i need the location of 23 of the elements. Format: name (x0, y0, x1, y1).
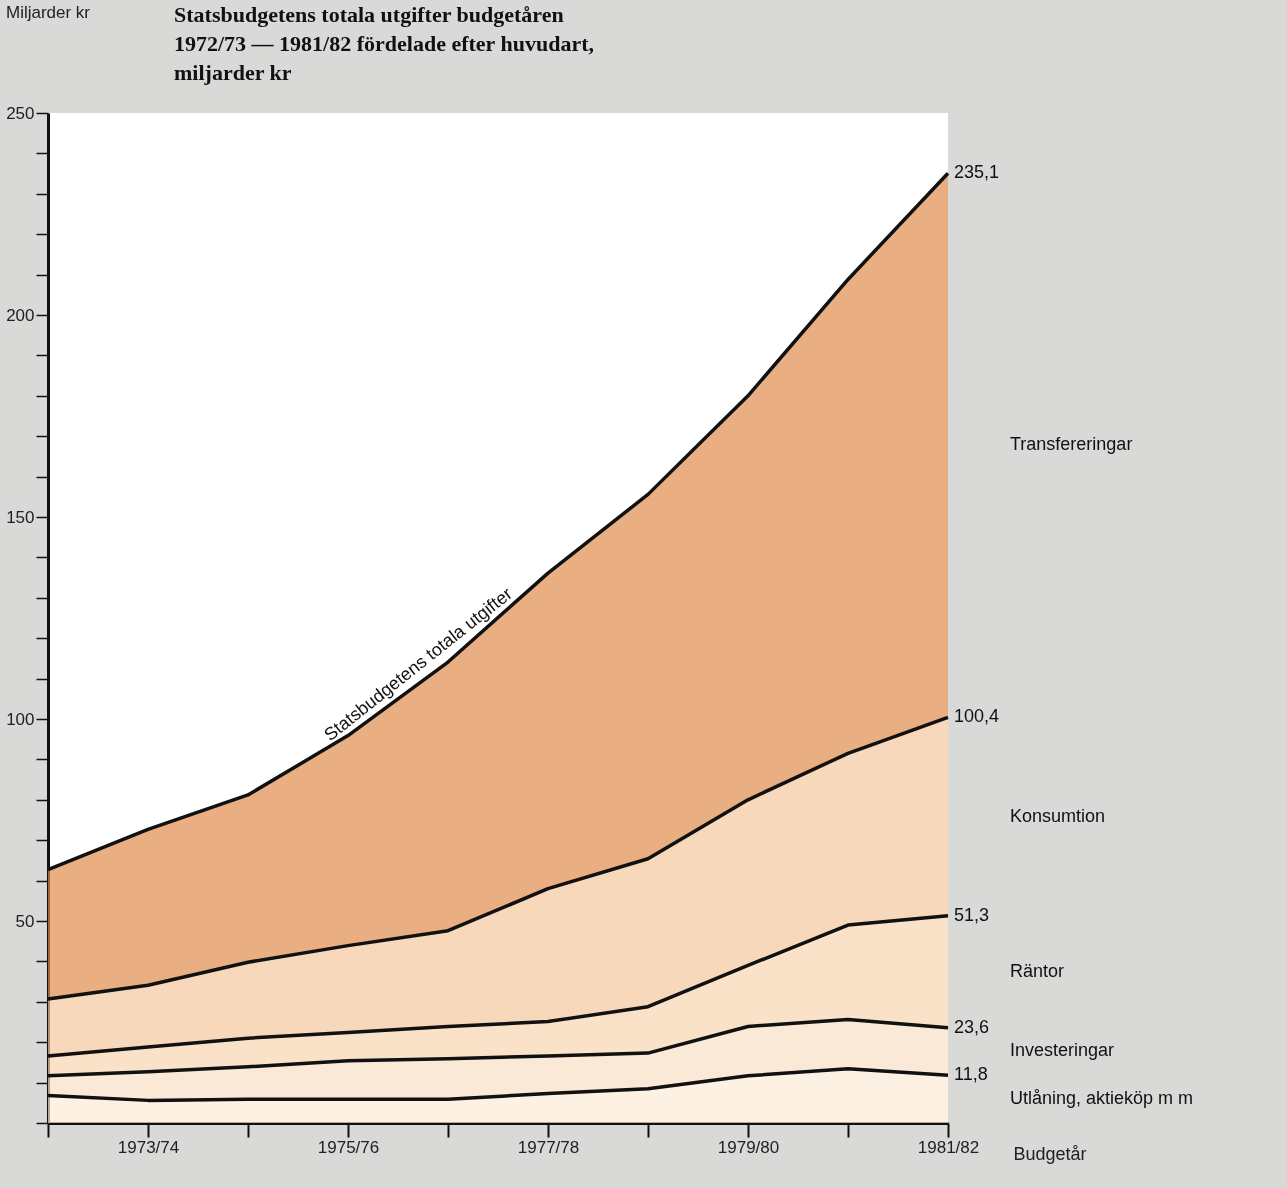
chart-title: Statsbudgetens totala utgifter budgetåren 1972/73 — 1981/82 fördelade efter huvudart, miljarder kr (174, 2, 595, 85)
x-tick-label: 1975/76 (317, 1137, 380, 1157)
annotation: 51,3 (954, 904, 990, 925)
y-tick-label: 100 (6, 709, 35, 729)
x-axis-title: Budgetår (1013, 1143, 1087, 1164)
x-tick-label: 1977/78 (517, 1137, 580, 1157)
y-axis-title: Miljarder kr (5, 3, 91, 22)
text: Konsumtion (1010, 805, 1106, 826)
y-tick-label: 250 (6, 103, 35, 123)
x-tick-label: 1973/74 (117, 1137, 180, 1157)
text: Transfereringar (1010, 434, 1133, 455)
text: Utlåning, aktieköp m m (1010, 1088, 1194, 1109)
annotation: 235,1 (954, 162, 1000, 183)
y-tick-label: 50 (15, 911, 35, 931)
text: Investeringar (1010, 1040, 1115, 1061)
annotation: 23,6 (954, 1016, 990, 1037)
x-tick-label: 1981/82 (917, 1137, 980, 1157)
annotation: 11,8 (954, 1064, 988, 1085)
text: Räntor (1010, 960, 1065, 981)
y-tick-label: 150 (6, 507, 35, 527)
y-tick-label: 200 (6, 305, 35, 325)
x-tick-label: 1979/80 (717, 1137, 780, 1157)
annotation: 100,4 (954, 706, 1000, 727)
